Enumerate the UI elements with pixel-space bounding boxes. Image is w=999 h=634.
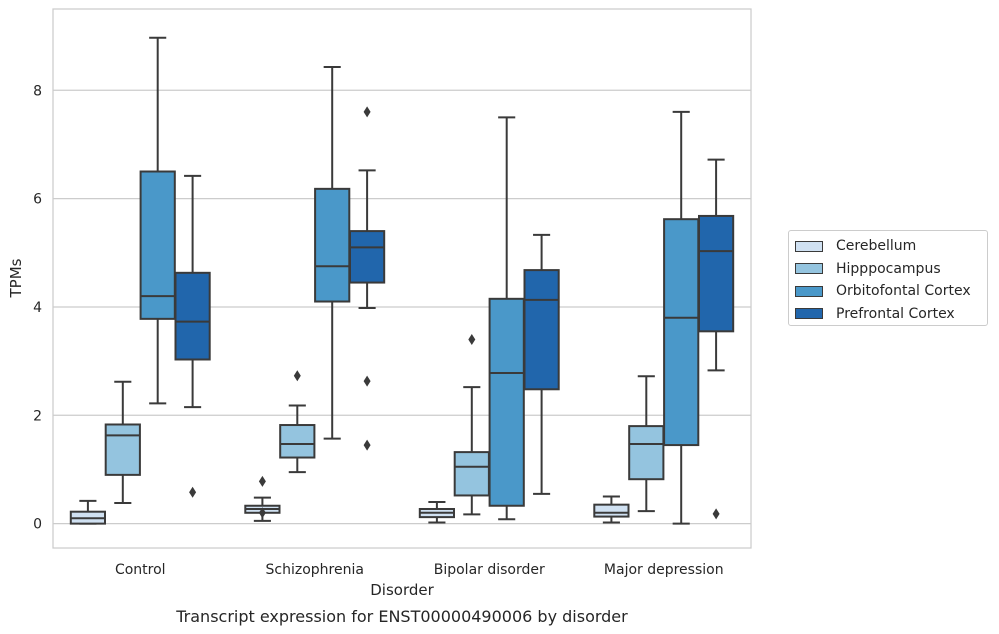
outlier-point xyxy=(363,106,371,118)
box-iqr xyxy=(314,187,351,303)
figure-caption: Transcript expression for ENST0000049000… xyxy=(175,607,628,626)
box xyxy=(69,499,107,525)
box-iqr xyxy=(104,423,141,476)
box-iqr xyxy=(523,269,560,391)
box xyxy=(174,174,211,498)
legend-label: Prefrontal Cortex xyxy=(836,305,955,322)
outlier-point xyxy=(189,486,197,498)
box xyxy=(488,116,525,521)
y-axis-label: TPMs xyxy=(7,258,25,298)
outlier-point xyxy=(712,508,720,520)
box xyxy=(104,380,141,505)
x-tick-label: Bipolar disorder xyxy=(434,562,545,578)
box xyxy=(663,110,700,525)
box xyxy=(139,36,176,405)
box-iqr xyxy=(279,424,316,459)
legend-label: Hipppocampus xyxy=(836,260,941,277)
box xyxy=(314,65,351,440)
box-plot-boxes xyxy=(69,36,735,525)
y-tick-label: 6 xyxy=(33,192,42,208)
y-tick-label: 2 xyxy=(33,408,42,424)
box-iqr xyxy=(697,214,735,333)
box xyxy=(593,495,630,524)
legend-swatch xyxy=(795,308,823,320)
outlier-point xyxy=(363,439,371,451)
box xyxy=(348,106,386,451)
box-iqr xyxy=(453,451,490,497)
x-tick-label: Schizophrenia xyxy=(266,562,364,578)
outlier-point xyxy=(293,370,301,382)
box xyxy=(523,233,560,495)
box xyxy=(453,333,490,516)
legend-swatch xyxy=(795,263,823,275)
box xyxy=(418,500,456,524)
y-axis-ticks: 0 2 4 6 8 xyxy=(33,83,42,532)
legend-label: Cerebellum xyxy=(836,238,917,255)
outlier-point xyxy=(468,333,476,345)
legend-item: Cerebellum xyxy=(795,235,987,258)
y-tick-label: 8 xyxy=(33,83,42,99)
legend-item: Hipppocampus xyxy=(795,258,987,281)
box-iqr xyxy=(139,170,176,320)
box xyxy=(279,370,316,474)
box xyxy=(628,375,665,513)
x-tick-label: Major depression xyxy=(604,562,724,578)
legend-item: Prefrontal Cortex xyxy=(795,303,987,326)
box-iqr xyxy=(593,503,630,518)
box-iqr xyxy=(348,230,386,284)
outlier-point xyxy=(258,475,266,487)
box-iqr xyxy=(488,297,525,507)
legend-label: Orbitofontal Cortex xyxy=(836,283,971,300)
box-iqr xyxy=(663,218,700,447)
box xyxy=(244,475,281,522)
plot-frame xyxy=(52,8,752,549)
x-axis-label: Disorder xyxy=(370,581,434,599)
y-tick-label: 4 xyxy=(33,300,42,316)
outlier-point xyxy=(258,507,266,519)
legend-item: Orbitofontal Cortex xyxy=(795,280,987,303)
x-tick-label: Control xyxy=(115,562,166,578)
box-iqr xyxy=(628,425,665,481)
outlier-point xyxy=(363,375,371,387)
legend-swatch xyxy=(795,240,823,252)
y-tick-label: 0 xyxy=(33,517,42,533)
legend: Cerebellum Hipppocampus Orbitofontal Corte… xyxy=(788,230,988,326)
legend-swatch xyxy=(795,285,823,297)
box xyxy=(697,158,735,520)
x-axis-ticks: Control Schizophrenia Bipolar disorder Majo… xyxy=(115,562,724,578)
box-iqr xyxy=(174,271,211,361)
